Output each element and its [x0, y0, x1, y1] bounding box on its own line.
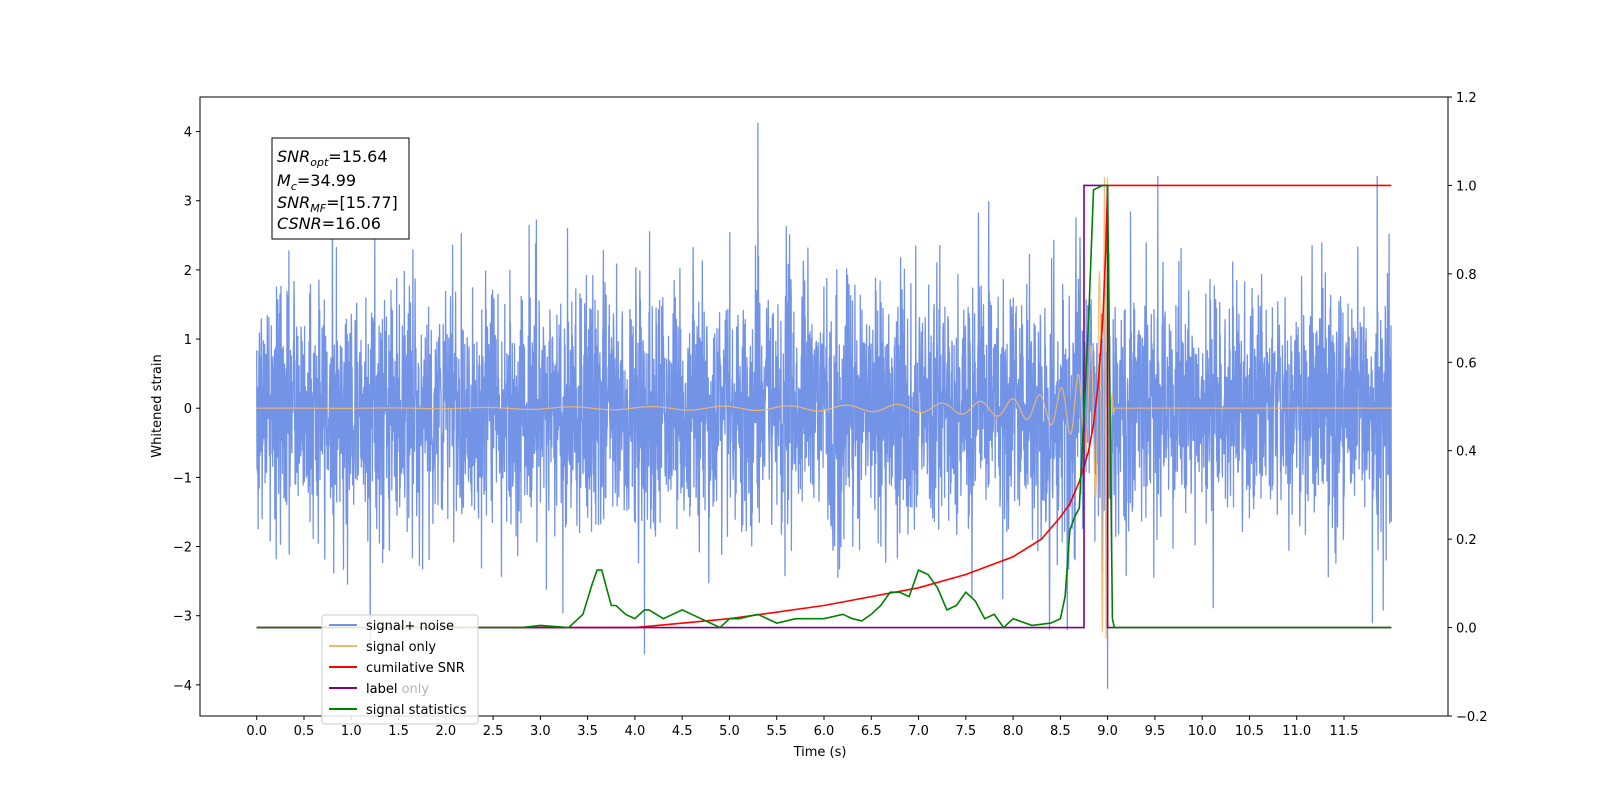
x-tick-label-11: 5.5 — [766, 724, 787, 739]
x-tick-label-1: 0.5 — [294, 724, 315, 739]
legend-frame — [321, 614, 479, 725]
y2-tick-label-3: 0.6 — [1456, 356, 1477, 371]
y2-tick-label-6: 0.0 — [1456, 622, 1477, 637]
stats-annotation-box: SNRopt=15.64 Mc=34.99 SNRMF=[15.77] CSNR… — [271, 137, 410, 240]
axes-layer: 0.0 0.5 1.0 1.5 2.0 2.5 3.0 3.5 4.0 4.5 5.0 5.5 6.0 6… — [173, 91, 1488, 739]
x-tick-label-6: 3.0 — [530, 724, 551, 739]
x-tick-label-17: 8.5 — [1050, 724, 1071, 739]
csnr-annotation: CSNR=16.06 — [277, 214, 381, 233]
legend-label-signal-noise: signal+ noise — [366, 619, 454, 634]
y2-tick-label-2: 0.8 — [1456, 268, 1477, 283]
snr-mf-annotation: SNRMF=[15.77] — [277, 193, 398, 215]
y-tick-label-1: 3 — [184, 195, 192, 210]
stats-box-frame — [271, 137, 410, 240]
y2-tick-label-1: 1.0 — [1456, 179, 1477, 194]
x-tick-label-10: 5.0 — [719, 724, 740, 739]
x-tick-label-16: 8.0 — [1003, 724, 1024, 739]
legend-label-label-only: label only — [366, 682, 429, 697]
x-tick-label-15: 7.5 — [955, 724, 976, 739]
x-tick-label-20: 10.0 — [1188, 724, 1217, 739]
x-tick-label-14: 7.0 — [908, 724, 929, 739]
x-axis-label: Time (s) — [793, 745, 847, 760]
x-tick-label-22: 11.0 — [1282, 724, 1311, 739]
x-tick-label-23: 11.5 — [1330, 724, 1359, 739]
x-tick-label-19: 9.5 — [1145, 724, 1166, 739]
series-cumilative-snr — [256, 184, 1392, 629]
y-tick-label-4: 0 — [184, 402, 192, 417]
x-tick-label-21: 10.5 — [1235, 724, 1264, 739]
x-tick-label-5: 2.5 — [483, 724, 504, 739]
y2-tick-label-4: 0.4 — [1456, 445, 1477, 460]
y2-tick-label-5: 0.2 — [1456, 533, 1477, 548]
series-signal-statistics — [256, 184, 1392, 629]
y-tick-label-0: 4 — [184, 126, 192, 141]
y-tick-label-5: −1 — [173, 471, 192, 486]
x-tick-label-12: 6.0 — [814, 724, 835, 739]
mc-annotation: Mc=34.99 — [277, 171, 356, 193]
series-signal-noise — [256, 122, 1392, 689]
y-tick-label-7: −3 — [173, 610, 192, 625]
x-tick-label-0: 0.0 — [246, 724, 267, 739]
x-tick-label-18: 9.0 — [1097, 724, 1118, 739]
x-tick-label-8: 4.0 — [625, 724, 646, 739]
legend: signal+ noise signal only cumilative SNR… — [321, 614, 479, 725]
series-signal-only — [256, 176, 1392, 639]
y2-tick-label-0: 1.2 — [1456, 91, 1477, 106]
x-tick-label-3: 1.5 — [388, 724, 409, 739]
y2-tick-label-7: −0.2 — [1456, 710, 1488, 725]
x-tick-label-7: 3.5 — [577, 724, 598, 739]
x-tick-label-2: 1.0 — [341, 724, 362, 739]
x-tick-label-13: 6.5 — [861, 724, 882, 739]
legend-label-label: label — [366, 682, 397, 697]
x-tick-label-9: 4.5 — [672, 724, 693, 739]
y-axis-label: Whitened strain — [150, 354, 165, 457]
y-tick-label-6: −2 — [173, 541, 192, 556]
y-tick-label-8: −4 — [173, 679, 192, 694]
legend-label-signal-statistics: signal statistics — [366, 703, 467, 718]
x-tick-label-4: 2.0 — [435, 724, 456, 739]
legend-label-signal-only: signal only — [366, 640, 436, 655]
snr-opt-annotation: SNRopt=15.64 — [277, 147, 388, 169]
series-layer — [256, 122, 1392, 689]
y-tick-label-2: 2 — [184, 264, 192, 279]
y-tick-label-3: 1 — [184, 333, 192, 348]
legend-label-cumulative-snr: cumilative SNR — [366, 661, 465, 676]
